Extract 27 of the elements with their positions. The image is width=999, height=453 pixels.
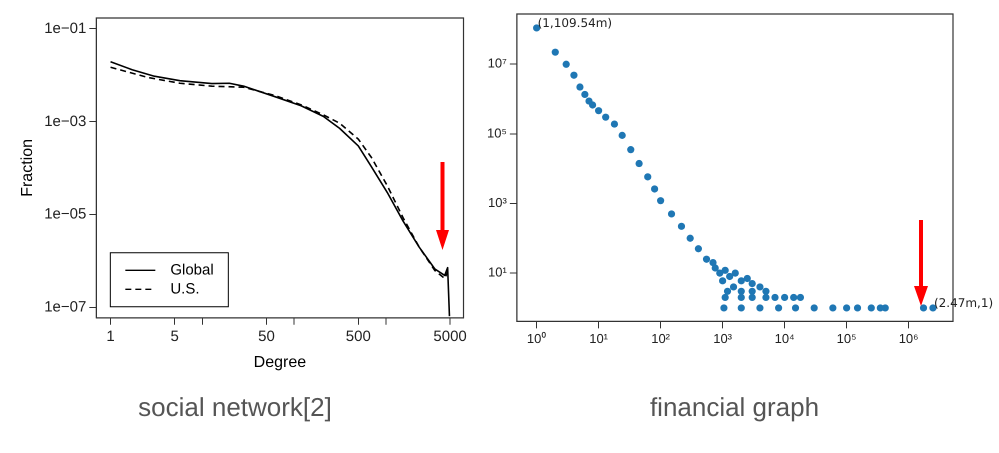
y-tick-label: 1e−01 <box>44 20 86 37</box>
x-tick-label: 1 <box>106 328 115 345</box>
y-tick-label: 10⁷ <box>488 56 508 71</box>
x-tick-label: 10⁰ <box>526 330 546 346</box>
x-tick-label: 10³ <box>713 330 733 346</box>
x-tick-label: 10⁵ <box>836 330 857 346</box>
x-tick-label: 5 <box>170 328 179 345</box>
y-tick-label: 1e−05 <box>44 206 86 223</box>
x-axis-title: Degree <box>254 354 306 371</box>
x-tick-label: 5000 <box>433 328 467 345</box>
x-tick-label: 50 <box>258 328 275 345</box>
x-tick-label: 10⁶ <box>898 330 919 346</box>
y-tick-label: 10⁵ <box>486 125 507 140</box>
legend-label: U.S. <box>170 280 200 298</box>
annotation: (1,109.54m) <box>538 16 612 30</box>
y-axis-title: Fraction <box>19 139 36 197</box>
text: financial graph <box>648 392 820 423</box>
x-tick-label: 10⁴ <box>774 330 795 346</box>
x-tick-label: 10¹ <box>589 330 609 346</box>
text: social network[2] <box>137 392 333 423</box>
y-tick-label: 1e−07 <box>44 298 86 316</box>
y-tick-label: 10¹ <box>488 264 508 280</box>
y-tick-label: 1e−03 <box>44 112 86 130</box>
x-tick-label: 500 <box>346 328 371 345</box>
legend-label: Global <box>170 261 214 278</box>
x-tick-label: 10² <box>651 330 671 346</box>
y-tick-label: 10³ <box>488 195 508 210</box>
